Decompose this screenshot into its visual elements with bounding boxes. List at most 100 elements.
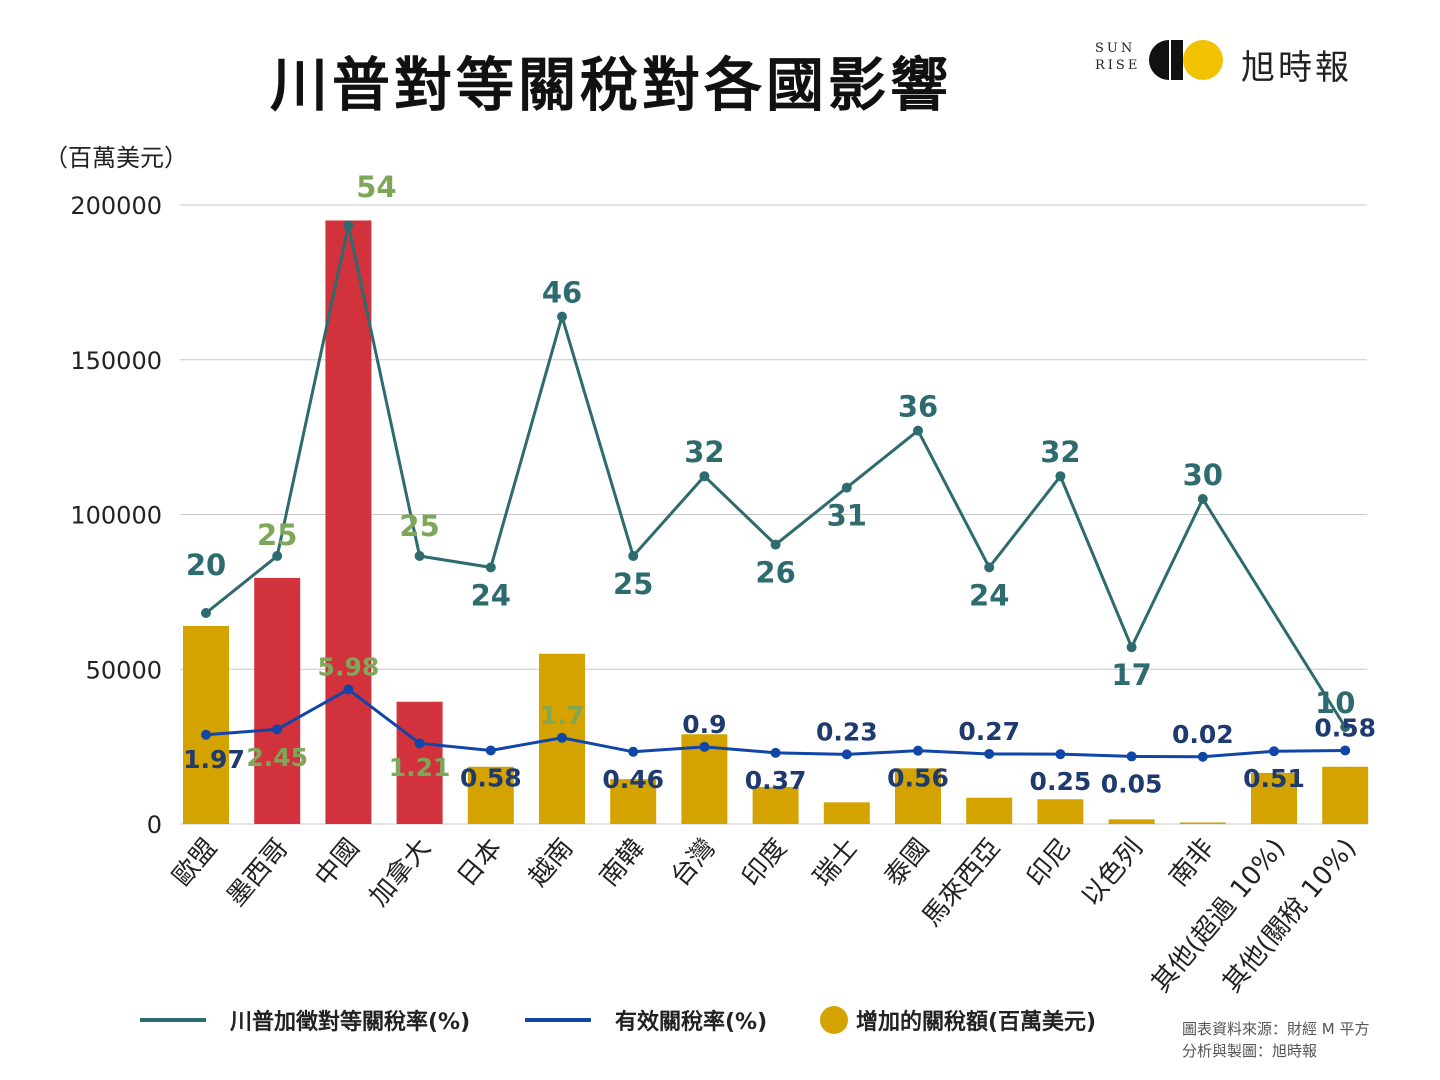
effective-point [201, 729, 211, 740]
bar [1251, 772, 1297, 824]
reciprocal-label: 30 [1183, 458, 1223, 492]
effective-point [272, 724, 283, 735]
effective-point [1269, 746, 1279, 757]
reciprocal-label: 24 [969, 578, 1009, 612]
reciprocal-label: 25 [613, 567, 653, 601]
bar [1108, 819, 1155, 824]
legend-swatch-effective [525, 1018, 591, 1022]
y-tick-label: 200000 [70, 192, 162, 220]
effective-label: 0.27 [958, 717, 1020, 746]
reciprocal-label: 46 [542, 276, 582, 310]
legend-label-effective: 有效關稅率(%) [615, 1010, 768, 1035]
logo-wordmark: SUN RISE [1095, 40, 1141, 74]
reciprocal-label: 24 [471, 578, 511, 612]
y-tick-label: 0 [147, 811, 162, 839]
bar [823, 802, 870, 824]
x-tick-label: 印尼 [1021, 833, 1077, 892]
reciprocal-point [1197, 494, 1208, 504]
effective-label: 0.02 [1172, 720, 1234, 749]
effective-point [699, 741, 710, 752]
reciprocal-point [841, 482, 852, 493]
reciprocal-label: 20 [186, 548, 226, 582]
effective-point [1197, 751, 1208, 762]
effective-label: 0.46 [602, 765, 664, 794]
legend-swatch-reciprocal [140, 1018, 206, 1022]
x-tick-label: 以色列 [1076, 833, 1149, 912]
reciprocal-point [485, 562, 496, 573]
legend: 川普加徵對等關稅率(%) 有效關稅率(%) 增加的關稅額(百萬美元) [140, 1000, 1140, 1044]
effective-label: 2.45 [246, 743, 308, 772]
data-labels: 20 25 54 25 24 46 25 32 26 31 36 24 32 17 30 10 1.97 2.45… [183, 170, 1376, 798]
sunrise-logo-icon [1149, 40, 1223, 80]
x-tick-label: 馬來西亞 [917, 833, 1007, 932]
bar [467, 766, 514, 824]
reciprocal-label: 32 [1040, 435, 1080, 469]
logo-rise-text: RISE [1095, 58, 1141, 73]
effective-label: 0.25 [1030, 767, 1092, 796]
logo-brand-text: 旭時報 [1241, 48, 1352, 88]
effective-point [770, 747, 781, 758]
bar [325, 220, 372, 825]
source-line-2: 分析與製圖：旭時報 [1182, 1042, 1318, 1060]
legend-label-amount: 增加的關稅額(百萬美元) [856, 1010, 1097, 1035]
source-line-1: 圖表資料來源：財經 M 平方 [1182, 1020, 1370, 1038]
effective-label: 0.58 [460, 763, 522, 792]
y-tick-label: 50000 [86, 656, 162, 684]
sunrise-logo: SUN RISE 旭時報 [1095, 38, 1375, 88]
legend-swatch-amount [820, 1006, 848, 1034]
logo-sun-text: SUN [1095, 41, 1136, 56]
reciprocal-point [414, 551, 425, 561]
reciprocal-label: 17 [1111, 658, 1151, 692]
effective-point [628, 746, 639, 757]
bar [895, 768, 941, 824]
tariff-chart: 200000 150000 100000 50000 0 歐盟墨西哥 中國加拿大 日本 越南南… [70, 170, 1376, 998]
reciprocal-point [1055, 471, 1066, 482]
x-tick-label: 加拿大 [364, 833, 437, 912]
x-tick-label: 泰國 [879, 833, 935, 892]
effective-point [841, 749, 852, 760]
reciprocal-point [628, 551, 639, 561]
effective-label: 1.21 [389, 753, 451, 782]
reciprocal-label: 32 [684, 435, 724, 469]
lines [201, 220, 1351, 762]
effective-label: 1.97 [183, 745, 245, 774]
effective-point [913, 745, 923, 756]
chart-title: 川普對等關稅對各國影響 [270, 51, 953, 119]
reciprocal-label: 54 [356, 170, 396, 204]
effective-point [414, 738, 425, 749]
reciprocal-label: 25 [399, 509, 439, 543]
y-axis-unit-label: （百萬美元） [44, 144, 188, 172]
bar [966, 797, 1013, 824]
effective-label: 1.7 [540, 701, 584, 730]
bar [183, 625, 229, 824]
reciprocal-point [557, 311, 567, 322]
legend-label-reciprocal: 川普加徵對等關稅率(%) [230, 1010, 471, 1035]
effective-point [557, 732, 567, 743]
y-tick-label: 150000 [70, 347, 162, 375]
effective-point [1126, 751, 1137, 762]
effective-label: 0.23 [816, 717, 878, 746]
reciprocal-point [343, 220, 354, 231]
reciprocal-point [201, 608, 211, 618]
effective-point [343, 684, 354, 695]
x-tick-label: 台灣 [665, 833, 721, 892]
legend-item-amount: 增加的關稅額(百萬美元) [820, 1000, 1096, 1040]
effective-label: 0.58 [1314, 713, 1376, 742]
reciprocal-point [1340, 722, 1351, 732]
bar [752, 786, 799, 824]
reciprocal-label: 36 [898, 390, 938, 424]
x-tick-label: 南非 [1164, 833, 1220, 892]
reciprocal-tariff-line [205, 225, 1347, 728]
effective-point [1055, 749, 1066, 760]
bar [1179, 822, 1226, 824]
reciprocal-point [984, 562, 995, 573]
bar [254, 577, 301, 824]
effective-label: 0.05 [1101, 769, 1163, 798]
y-tick-label: 100000 [70, 502, 162, 530]
x-tick-label: 瑞士 [808, 833, 864, 892]
reciprocal-label: 31 [827, 499, 867, 533]
x-tick-label: 南韓 [594, 833, 650, 892]
effective-point [1340, 745, 1351, 756]
effective-label: 5.98 [318, 652, 380, 681]
